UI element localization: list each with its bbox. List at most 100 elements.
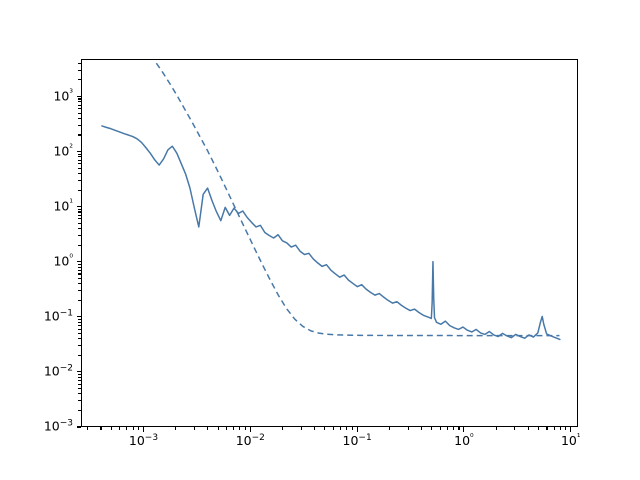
y-tick-minor: [78, 263, 81, 265]
x-tick-minor: [239, 427, 241, 430]
y-tick-minor: [78, 387, 81, 390]
x-tick-minor: [495, 427, 497, 430]
y-tick-label: 10−1: [43, 308, 73, 324]
y-tick-major: [76, 95, 81, 98]
y-tick-minor: [78, 354, 81, 356]
x-tick-major: [463, 427, 465, 432]
y-tick-minor: [78, 409, 81, 411]
x-tick-minor: [388, 427, 390, 430]
y-tick-minor: [78, 273, 81, 275]
x-tick-minor: [514, 427, 516, 430]
y-tick-minor: [78, 321, 81, 323]
y-tick-minor: [78, 211, 81, 213]
x-tick-minor: [546, 427, 548, 430]
y-tick-minor: [78, 208, 81, 210]
y-tick-minor: [78, 124, 81, 126]
y-tick-minor: [78, 222, 81, 224]
x-tick-major: [142, 427, 145, 432]
y-tick-minor: [78, 266, 81, 268]
y-tick-minor: [78, 379, 81, 381]
y-tick-minor: [78, 79, 81, 81]
x-tick-minor: [446, 427, 448, 430]
plot-axes-frame: [81, 59, 578, 427]
x-tick-minor: [126, 427, 128, 430]
y-tick-minor: [78, 338, 81, 340]
x-tick-minor: [351, 427, 353, 430]
x-tick-minor: [110, 427, 112, 430]
y-tick-minor: [78, 156, 81, 158]
x-tick-minor: [527, 427, 529, 430]
x-tick-minor: [332, 427, 334, 430]
y-tick-label: 10¹: [53, 198, 73, 214]
y-tick-minor: [78, 277, 81, 279]
x-tick-minor: [217, 427, 219, 430]
y-tick-minor: [78, 400, 81, 402]
y-tick-minor: [78, 163, 81, 165]
x-tick-minor: [138, 427, 140, 430]
y-tick-minor: [78, 383, 81, 385]
y-tick-label: 10−3: [43, 418, 73, 434]
x-tick-label: 10¹: [560, 433, 581, 448]
y-tick-major: [76, 261, 81, 263]
y-tick-minor: [78, 62, 81, 64]
y-tick-minor: [78, 112, 81, 114]
series-line-model-fit: [155, 62, 560, 337]
y-tick-minor: [78, 228, 81, 230]
x-tick-major: [249, 427, 251, 432]
x-tick-minor: [300, 427, 302, 430]
x-tick-minor: [559, 427, 561, 430]
y-tick-major: [76, 316, 81, 318]
x-tick-minor: [314, 427, 316, 430]
x-tick-minor: [233, 427, 235, 430]
y-tick-major: [76, 206, 81, 208]
x-tick-minor: [226, 427, 228, 430]
y-tick-label: 10²: [53, 143, 73, 159]
y-tick-major: [76, 371, 81, 373]
y-tick-minor: [78, 134, 81, 136]
x-tick-minor: [175, 427, 177, 430]
x-tick-label: 10−2: [235, 433, 265, 448]
x-tick-minor: [100, 427, 102, 430]
y-tick-minor: [78, 69, 81, 71]
series-line-measured-spectrum: [101, 125, 561, 341]
y-tick-minor: [78, 117, 81, 119]
y-tick-minor: [78, 328, 81, 330]
y-tick-minor: [78, 244, 81, 246]
x-tick-minor: [553, 427, 555, 430]
y-tick-minor: [78, 299, 81, 301]
y-tick-minor: [78, 108, 81, 110]
x-tick-minor: [565, 427, 567, 430]
x-tick-minor: [420, 427, 422, 430]
y-tick-minor: [78, 153, 81, 155]
x-tick-minor: [132, 427, 134, 430]
series-group: [101, 62, 561, 341]
x-tick-label: 10⁰: [454, 433, 474, 448]
y-tick-minor: [78, 318, 81, 320]
x-tick-minor: [324, 427, 326, 430]
plot-svg: [101, 62, 561, 341]
y-tick-minor: [78, 104, 81, 106]
x-tick-minor: [244, 427, 246, 430]
y-tick-minor: [78, 283, 81, 285]
y-tick-minor: [78, 234, 81, 237]
x-tick-minor: [207, 427, 209, 430]
y-tick-minor: [78, 189, 81, 191]
y-tick-minor: [78, 376, 81, 378]
x-tick-minor: [407, 427, 409, 430]
x-tick-minor: [87, 427, 89, 430]
y-tick-label: 10−2: [43, 363, 73, 379]
y-tick-major: [76, 426, 81, 428]
y-tick-minor: [78, 214, 81, 216]
x-tick-major: [570, 427, 572, 432]
x-tick-minor: [431, 427, 433, 430]
x-tick-label: 10−1: [342, 433, 372, 448]
y-tick-minor: [78, 332, 81, 334]
y-tick-minor: [78, 101, 81, 103]
y-tick-minor: [78, 290, 81, 292]
y-tick-minor: [78, 218, 81, 220]
x-tick-minor: [281, 427, 283, 430]
x-tick-minor: [340, 427, 342, 430]
x-tick-minor: [453, 427, 455, 430]
y-tick-minor: [78, 167, 81, 169]
y-tick-label: 10³: [53, 88, 73, 104]
